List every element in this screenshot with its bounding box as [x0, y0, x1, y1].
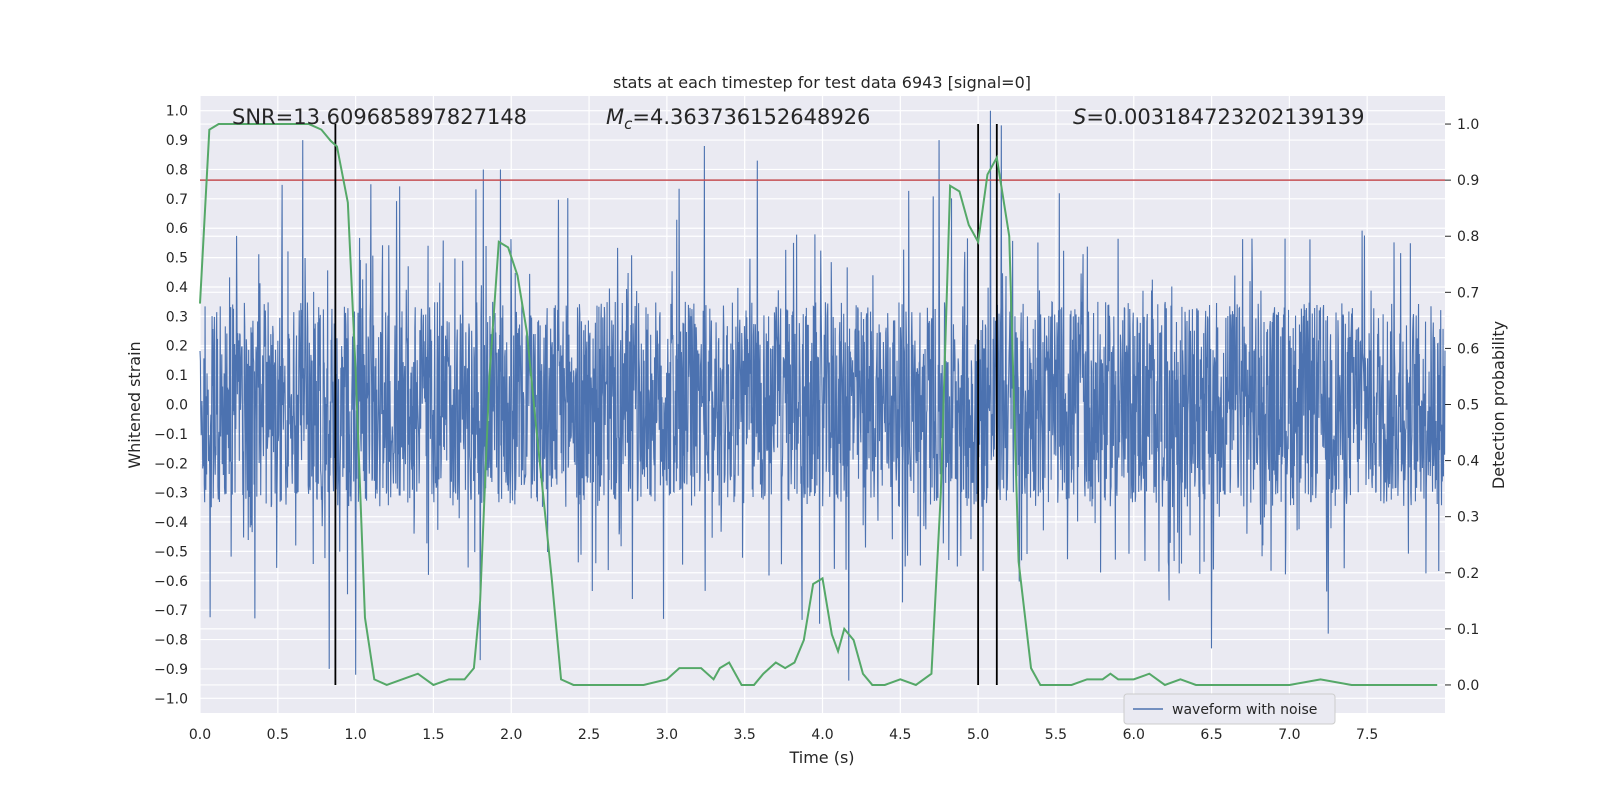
y-tick-label-left: −0.5: [154, 544, 188, 560]
legend-entry-waveform: waveform with noise: [1172, 702, 1317, 718]
x-tick-label: 0.5: [267, 727, 289, 743]
y-tick-label-right: 0.7: [1457, 285, 1479, 301]
y-tick-label-right: 0.8: [1457, 229, 1479, 245]
x-tick-label: 4.0: [811, 727, 833, 743]
chirp-mass-annotation: Mc=4.363736152648926: [606, 105, 870, 133]
y-tick-label-left: 0.4: [166, 280, 188, 296]
y-tick-label-left: 0.8: [166, 162, 188, 178]
x-tick-label: 6.5: [1200, 727, 1222, 743]
x-tick-label: 3.0: [656, 727, 678, 743]
y-tick-label-left: −0.7: [154, 603, 188, 619]
x-tick-label: 4.5: [889, 727, 911, 743]
waveform-line: [199, 110, 1446, 681]
y-tick-label-right: 0.9: [1457, 173, 1479, 189]
y-tick-label-left: 0.2: [166, 339, 188, 355]
y-tick-label-left: −1.0: [154, 691, 188, 707]
axes-layer: 0.0 0.5 1.0 1.5 2.0 2.5 3.0 3.5 4.0 4.5 5.0 5.5 6.0 6…: [154, 104, 1479, 743]
y-tick-label-left: 1.0: [166, 104, 188, 120]
x-tick-label: 7.0: [1278, 727, 1300, 743]
s-value: =0.003184723202139139: [1086, 105, 1364, 129]
y-tick-label-left: 0.1: [166, 368, 188, 384]
y-tick-label-left: −0.3: [154, 486, 188, 502]
s-annotation: S=0.003184723202139139: [1073, 105, 1364, 129]
x-tick-label: 6.0: [1123, 727, 1145, 743]
y-axis-label-right: Detection probability: [1489, 321, 1508, 489]
y-tick-label-right: 0.1: [1457, 622, 1479, 638]
x-tick-label: 0.0: [189, 727, 211, 743]
x-tick-label: 1.5: [422, 727, 444, 743]
y-tick-label-left: −0.1: [154, 427, 188, 443]
y-tick-label-left: −0.2: [154, 456, 188, 472]
y-tick-label-right: 0.4: [1457, 454, 1479, 470]
y-tick-label-left: −0.9: [154, 662, 188, 678]
chart-title: stats at each timestep for test data 694…: [613, 73, 1031, 92]
detection-probability-line: [199, 123, 1438, 687]
x-tick-label: 7.5: [1356, 727, 1378, 743]
x-tick-label: 5.0: [967, 727, 989, 743]
y-tick-label-left: 0.3: [166, 309, 188, 325]
y-tick-label-right: 0.0: [1457, 678, 1479, 694]
y-tick-label-left: 0.0: [166, 398, 188, 414]
y-tick-label-left: −0.6: [154, 574, 188, 590]
x-tick-label: 3.5: [734, 727, 756, 743]
y-tick-label-left: −0.8: [154, 633, 188, 649]
x-tick-label: 5.5: [1045, 727, 1067, 743]
y-tick-label-right: 0.2: [1457, 566, 1479, 582]
s-symbol: S: [1073, 105, 1086, 129]
y-tick-label-left: 0.9: [166, 133, 188, 149]
legend: waveform with noise: [1123, 693, 1336, 725]
x-axis-label: Time (s): [788, 748, 854, 767]
x-tick-label: 2.5: [578, 727, 600, 743]
y-tick-label-right: 0.3: [1457, 510, 1479, 526]
overlay-layer: [199, 123, 1445, 687]
y-axis-label-left: Whitened strain: [125, 341, 144, 468]
chirp-mass-value: =4.363736152648926: [632, 105, 870, 129]
waveform-series: [199, 110, 1446, 681]
snr-annotation: SNR=13.609685897827148: [232, 105, 527, 129]
y-tick-label-right: 1.0: [1457, 117, 1479, 133]
y-tick-label-left: 0.6: [166, 221, 188, 237]
chirp-mass-subscript: c: [624, 115, 633, 133]
y-tick-label-right: 0.6: [1457, 341, 1479, 357]
x-tick-label: 1.0: [344, 727, 366, 743]
y-tick-label-left: −0.4: [154, 515, 188, 531]
x-tick-label: 2.0: [500, 727, 522, 743]
chirp-mass-symbol: M: [606, 105, 624, 129]
y-tick-label-left: 0.7: [166, 192, 188, 208]
y-tick-label-left: 0.5: [166, 251, 188, 267]
legend-box: [1123, 693, 1336, 725]
y-tick-label-right: 0.5: [1457, 398, 1479, 414]
